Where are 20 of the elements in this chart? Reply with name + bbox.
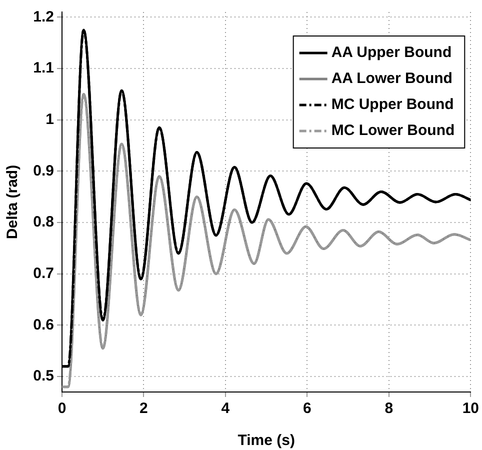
legend-label: AA Upper Bound — [331, 44, 452, 62]
legend-label: MC Lower Bound — [331, 122, 455, 140]
y-tick-label: 1.2 — [33, 8, 54, 26]
x-tick-label: 2 — [140, 400, 148, 418]
x-tick-label: 4 — [221, 400, 230, 418]
y-tick-label: 0.8 — [33, 214, 54, 231]
y-tick-label: 0.5 — [33, 368, 54, 385]
y-tick-label: 0.9 — [33, 162, 54, 180]
legend-label: AA Lower Bound — [331, 70, 452, 88]
x-tick-label: 6 — [303, 400, 312, 418]
x-tick-label: 10 — [462, 400, 479, 418]
y-tick-label: 1.1 — [33, 60, 54, 77]
y-tick-label: 0.6 — [33, 316, 54, 334]
x-tick-label: 8 — [384, 400, 394, 418]
y-tick-label: 1 — [46, 110, 54, 128]
y-tick-label: 0.7 — [33, 265, 54, 282]
y-axis-title: Delta (rad) — [4, 164, 22, 240]
x-axis-title: Time (s) — [238, 432, 295, 450]
legend-label: MC Upper Bound — [331, 96, 454, 114]
x-tick-label: 0 — [58, 400, 66, 418]
